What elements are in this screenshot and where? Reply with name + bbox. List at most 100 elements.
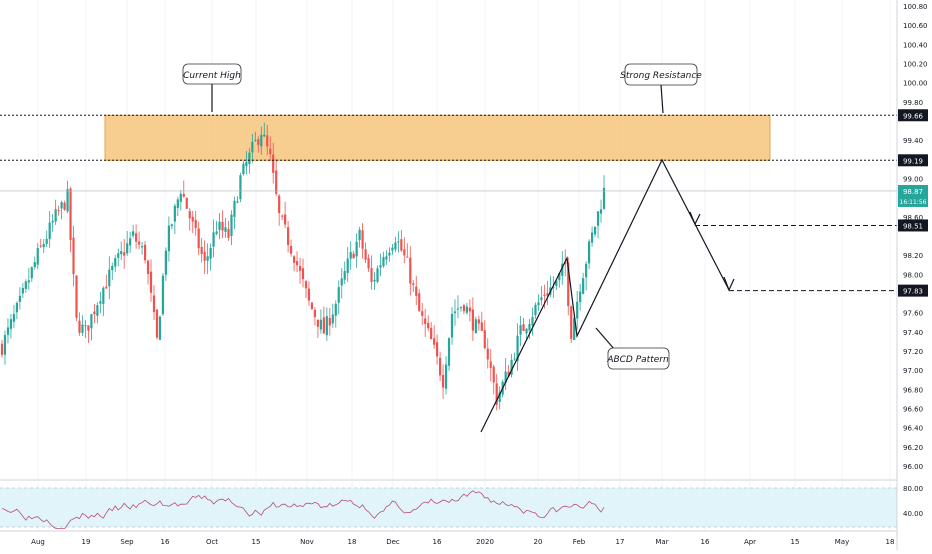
candle bbox=[248, 152, 251, 165]
time-axis[interactable]: Aug 19 Sep 16 Oct 15 Nov 18 Dec 16 2020 20 Feb 17 Mar 1… bbox=[31, 538, 894, 546]
price-tick: 99.40 bbox=[903, 137, 923, 145]
candle bbox=[582, 278, 585, 294]
candle bbox=[456, 308, 460, 310]
candle bbox=[254, 139, 257, 141]
candle bbox=[278, 195, 281, 214]
candle bbox=[525, 328, 528, 334]
candle bbox=[15, 302, 19, 313]
candle bbox=[78, 320, 81, 333]
candle bbox=[72, 237, 75, 275]
callout-current-high-label: Current High bbox=[183, 71, 241, 81]
rsi-line bbox=[1, 490, 605, 529]
price-label-box bbox=[898, 109, 928, 122]
candle bbox=[513, 358, 516, 360]
candle bbox=[400, 239, 403, 251]
candle bbox=[123, 252, 126, 256]
arrow-head-2 bbox=[723, 276, 735, 292]
price-label-2: 98.87 bbox=[898, 184, 928, 197]
price-label-box bbox=[898, 284, 928, 297]
candle bbox=[340, 278, 343, 286]
candle bbox=[233, 200, 236, 217]
callout-abcd-pattern[interactable]: ABCD Pattern bbox=[606, 347, 670, 370]
time-tick: Feb bbox=[573, 538, 586, 546]
candle bbox=[75, 275, 78, 318]
price-axis[interactable]: 100.80 100.60 100.40 100.20 100.00 99.80 99.40… bbox=[903, 3, 928, 471]
candle bbox=[382, 257, 385, 267]
price-tick: 100.60 bbox=[903, 22, 928, 30]
callout-strong-resistance-label: Strong Resistance bbox=[620, 71, 702, 81]
candle bbox=[108, 269, 111, 287]
time-tick: 19 bbox=[82, 538, 91, 546]
time-tick: Nov bbox=[300, 538, 314, 546]
candle bbox=[415, 286, 418, 296]
candle bbox=[593, 226, 597, 235]
candle bbox=[537, 302, 540, 306]
candle bbox=[188, 211, 191, 219]
candle bbox=[197, 228, 200, 249]
candle bbox=[117, 253, 120, 258]
candle bbox=[209, 248, 212, 259]
candle bbox=[427, 322, 430, 329]
candle bbox=[24, 281, 27, 289]
candle bbox=[185, 197, 188, 209]
price-label-text: 98.87 bbox=[903, 188, 923, 196]
candle bbox=[39, 245, 42, 247]
candle bbox=[263, 134, 266, 137]
candle bbox=[245, 161, 248, 167]
price-tick: 98.00 bbox=[903, 271, 923, 279]
price-label-3: 16:11:56 bbox=[898, 194, 928, 207]
candle bbox=[346, 258, 349, 273]
price-tick: 100.40 bbox=[903, 41, 928, 49]
candle bbox=[459, 307, 463, 309]
candle bbox=[281, 215, 284, 217]
time-tick: 16 bbox=[701, 538, 710, 546]
time-tick: Apr bbox=[744, 538, 756, 546]
candle bbox=[215, 231, 218, 234]
candle bbox=[200, 246, 203, 255]
candle bbox=[227, 228, 230, 238]
callout-current-high[interactable]: Current High bbox=[182, 63, 242, 85]
candle bbox=[358, 229, 361, 241]
candle bbox=[391, 247, 394, 251]
candle bbox=[0, 343, 4, 355]
candle bbox=[498, 392, 501, 403]
candle bbox=[30, 267, 33, 279]
candle bbox=[385, 256, 388, 260]
time-tick: 15 bbox=[252, 538, 261, 546]
candle bbox=[99, 301, 102, 304]
candle bbox=[379, 265, 382, 268]
candle bbox=[57, 210, 60, 212]
time-tick: 2020 bbox=[476, 538, 494, 546]
candle bbox=[152, 295, 156, 312]
price-label-text: 99.19 bbox=[903, 157, 923, 165]
candle bbox=[310, 302, 314, 309]
candle bbox=[307, 288, 311, 301]
candle bbox=[87, 325, 90, 331]
candle bbox=[272, 154, 275, 173]
price-label-box bbox=[898, 154, 928, 167]
price-label-1: 99.19 bbox=[898, 154, 928, 167]
callout-strong-resistance[interactable]: Strong Resistance bbox=[620, 63, 702, 86]
time-tick: Oct bbox=[206, 538, 218, 546]
candle bbox=[367, 258, 370, 269]
candle bbox=[331, 314, 334, 324]
candle bbox=[286, 227, 290, 246]
candle bbox=[441, 374, 445, 388]
price-tick: 96.60 bbox=[903, 406, 923, 414]
time-tick: Aug bbox=[31, 538, 45, 546]
callout-abcd-pattern-label: ABCD Pattern bbox=[606, 355, 669, 365]
candle bbox=[266, 135, 269, 147]
candle bbox=[182, 193, 185, 197]
price-tick: 98.20 bbox=[903, 252, 923, 260]
rsi-band bbox=[0, 488, 897, 527]
candle bbox=[483, 330, 486, 349]
candle bbox=[66, 189, 69, 212]
candle bbox=[465, 306, 469, 313]
candle bbox=[224, 227, 227, 232]
candle bbox=[495, 383, 498, 405]
candle bbox=[176, 199, 179, 208]
candle bbox=[462, 305, 466, 312]
